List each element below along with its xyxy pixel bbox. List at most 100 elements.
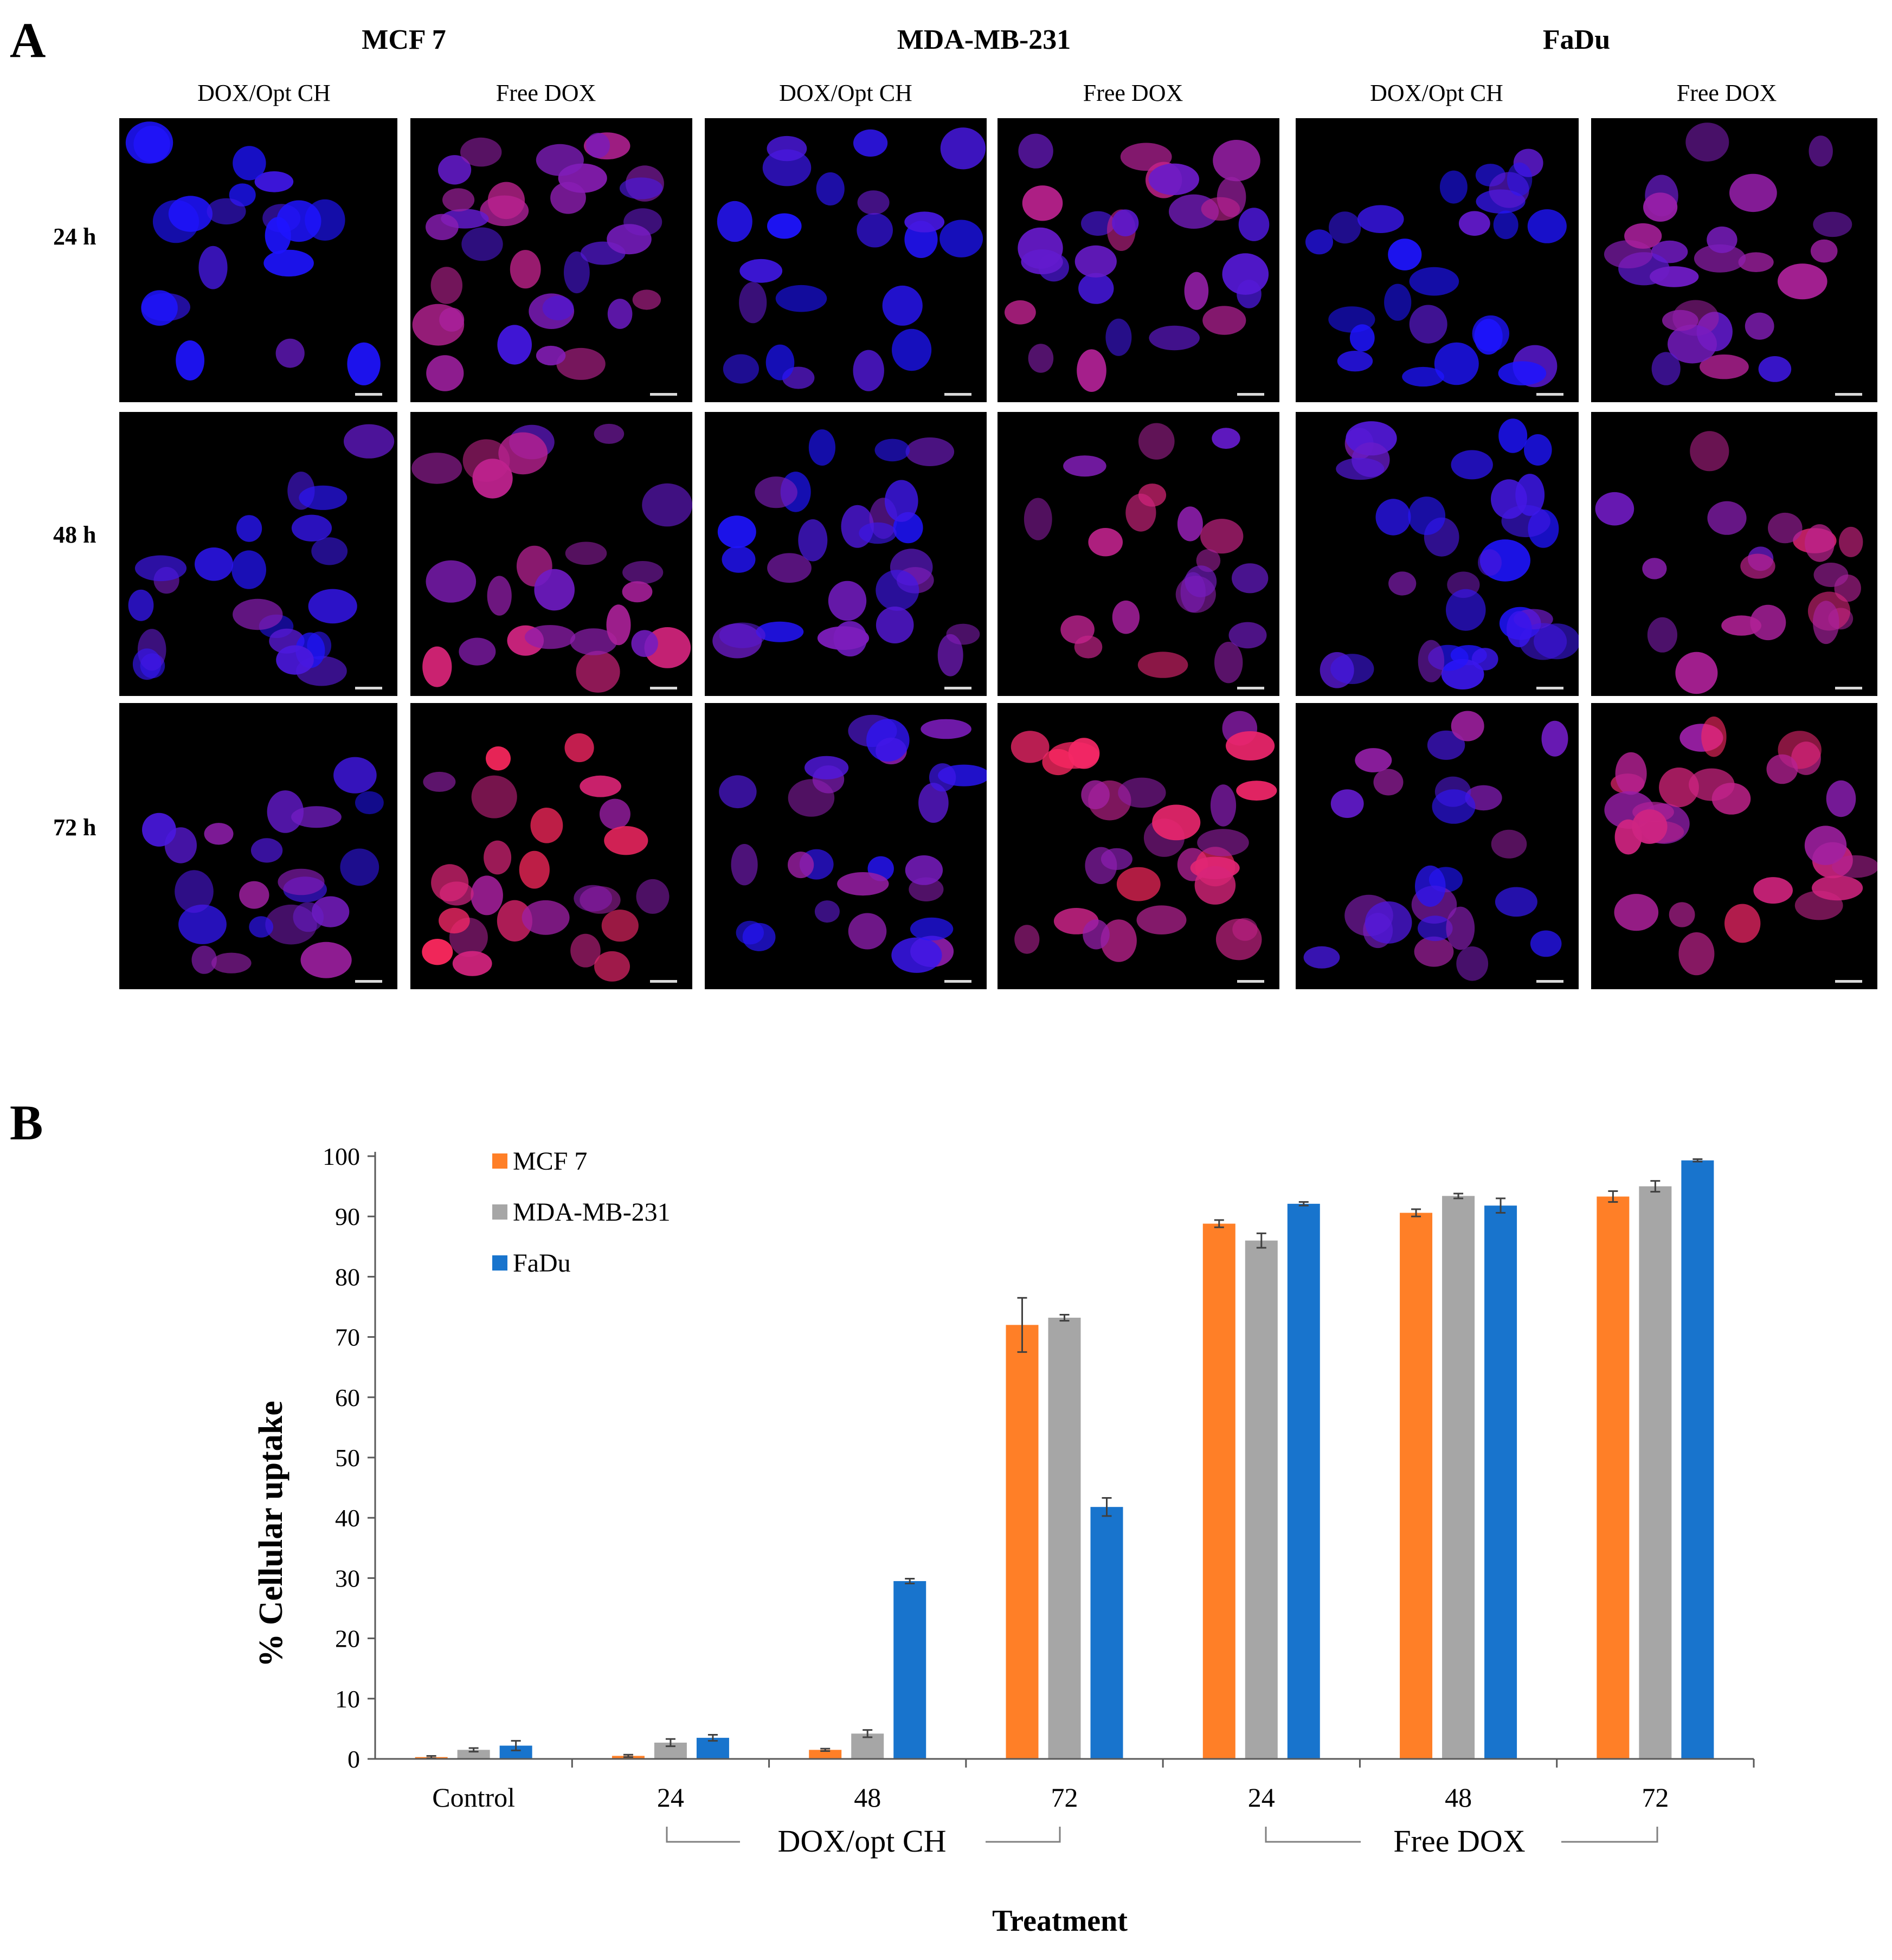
bar-fadu — [1681, 1160, 1714, 1759]
scale-bar — [1237, 687, 1264, 689]
x-tick-label: 24 — [657, 1782, 684, 1813]
y-tick-label: 50 — [335, 1444, 360, 1472]
cell-line-header-mda-mb-231: MDA-MB-231 — [897, 24, 1071, 55]
row-label-24h: 24 h — [53, 223, 96, 250]
cell-line-header-fadu: FaDu — [1542, 24, 1611, 55]
legend-swatch-fadu — [492, 1255, 507, 1271]
micrograph-mda-dox-opt-ch-72h — [705, 703, 987, 989]
x-tick-label: 72 — [1642, 1782, 1669, 1813]
group-label-free-dox: Free DOX — [1393, 1823, 1525, 1859]
micrograph-mda-free-dox-72h — [998, 703, 1279, 989]
micrograph-fadu-dox-opt-ch-24h — [1296, 118, 1579, 402]
legend-label-mda-mb-231: MDA-MB-231 — [513, 1198, 671, 1227]
micrograph-mcf7-free-dox-48h — [410, 412, 692, 696]
scale-bar — [355, 687, 382, 689]
micrograph-mcf7-free-dox-72h — [410, 703, 692, 989]
legend-swatch-mcf7 — [492, 1153, 507, 1169]
x-tick-label: Control — [432, 1782, 515, 1813]
bar-mda-mb-231 — [1245, 1240, 1278, 1759]
column-header-mcf7-free-dox: Free DOX — [495, 80, 596, 106]
micrograph-fadu-dox-opt-ch-72h — [1296, 703, 1579, 989]
bracket-line-dox-right — [986, 1827, 1061, 1843]
x-axis: Control 24 48 72 24 48 72 — [375, 1758, 1755, 1813]
micrograph-fadu-free-dox-72h — [1591, 703, 1877, 989]
micrograph-mcf7-free-dox-24h — [410, 118, 692, 402]
micrograph-fadu-free-dox-48h — [1591, 412, 1877, 696]
row-label-72h: 72 h — [53, 814, 96, 841]
y-tick-label: 40 — [335, 1504, 360, 1532]
bracket-line-dox-left — [666, 1827, 740, 1843]
bar-mcf7 — [1202, 1223, 1235, 1759]
bar-mcf7 — [1400, 1213, 1433, 1759]
y-tick-label: 30 — [335, 1564, 360, 1592]
legend-label-fadu: FaDu — [513, 1249, 571, 1278]
micrograph-mcf7-dox-opt-ch-48h — [119, 412, 397, 696]
bars — [415, 1158, 1714, 1759]
legend-label-mcf7: MCF 7 — [513, 1147, 587, 1176]
micrograph-mda-free-dox-48h — [998, 412, 1279, 696]
panel-b-letter: B — [10, 1095, 43, 1150]
y-axis: 0 10 20 30 40 50 60 70 80 90 100 — [323, 1143, 376, 1773]
micrograph-mcf7-dox-opt-ch-72h — [119, 703, 397, 989]
scale-bar — [355, 980, 382, 983]
x-tick-label: 24 — [1248, 1782, 1275, 1813]
bar-mcf7 — [809, 1750, 842, 1759]
bar-fadu — [1287, 1203, 1320, 1759]
scale-bar — [650, 393, 677, 396]
micrograph-mda-free-dox-24h — [998, 118, 1279, 402]
bar-mcf7 — [1006, 1325, 1039, 1759]
group-bracket-free-dox: Free DOX — [1265, 1823, 1658, 1859]
scale-bar — [1835, 393, 1862, 396]
x-tick-label: 48 — [854, 1782, 881, 1813]
bar-fadu — [1090, 1507, 1123, 1759]
scale-bar — [1536, 687, 1563, 689]
legend: MCF 7 MDA-MB-231 FaDu — [492, 1147, 671, 1278]
scale-bar — [1835, 687, 1862, 689]
bracket-line-free-right — [1561, 1827, 1658, 1843]
group-label-dox-opt-ch: DOX/opt CH — [778, 1823, 947, 1859]
micrograph-fadu-dox-opt-ch-48h — [1296, 412, 1579, 696]
scale-bar — [650, 687, 677, 689]
micrograph-mda-dox-opt-ch-48h — [705, 412, 987, 696]
scale-bar — [1237, 980, 1264, 983]
scale-bar — [650, 980, 677, 983]
column-header-mda-free-dox: Free DOX — [1083, 80, 1183, 106]
y-tick-label: 20 — [335, 1625, 360, 1653]
cellular-uptake-bar-chart: 0 10 20 30 40 50 60 70 80 90 100 Control 24 48 72 24 48… — [253, 1143, 1755, 1938]
scale-bar — [1237, 393, 1264, 396]
bar-fadu — [893, 1581, 926, 1759]
bar-mda-mb-231 — [457, 1750, 490, 1759]
y-tick-label: 0 — [347, 1745, 360, 1773]
scale-bar — [1536, 980, 1563, 983]
y-tick-label: 80 — [335, 1263, 360, 1291]
bar-mda-mb-231 — [1639, 1186, 1672, 1759]
x-tick-label: 72 — [1051, 1782, 1078, 1813]
y-tick-label: 90 — [335, 1203, 360, 1230]
y-tick-label: 10 — [335, 1685, 360, 1713]
row-label-48h: 48 h — [53, 521, 96, 548]
x-tick-label: 48 — [1445, 1782, 1472, 1813]
bar-mda-mb-231 — [1048, 1318, 1081, 1759]
column-header-fadu-dox-opt-ch: DOX/Opt CH — [1370, 80, 1503, 106]
bar-mda-mb-231 — [1442, 1196, 1475, 1759]
y-tick-label: 100 — [323, 1143, 360, 1170]
column-header-mcf7-dox-opt-ch: DOX/Opt CH — [197, 80, 331, 106]
scale-bar — [944, 980, 971, 983]
group-bracket-dox-opt-ch: DOX/opt CH — [666, 1823, 1061, 1859]
legend-swatch-mda-mb-231 — [492, 1204, 507, 1220]
scale-bar — [944, 687, 971, 689]
cell-line-header-mcf7: MCF 7 — [362, 24, 446, 55]
y-tick-label: 60 — [335, 1384, 360, 1411]
bar-mcf7 — [1597, 1196, 1630, 1759]
column-header-fadu-free-dox: Free DOX — [1676, 80, 1777, 106]
x-axis-title: Treatment — [992, 1904, 1128, 1938]
micrograph-fadu-free-dox-24h — [1591, 118, 1877, 402]
bracket-line-free-left — [1265, 1827, 1361, 1843]
micrograph-mcf7-dox-opt-ch-24h — [119, 118, 397, 402]
scale-bar — [355, 393, 382, 396]
scale-bar — [1835, 980, 1862, 983]
y-axis-title: % Cellular uptake — [253, 1401, 289, 1667]
scale-bar — [1536, 393, 1563, 396]
scale-bar — [944, 393, 971, 396]
panel-a-letter: A — [10, 12, 46, 68]
